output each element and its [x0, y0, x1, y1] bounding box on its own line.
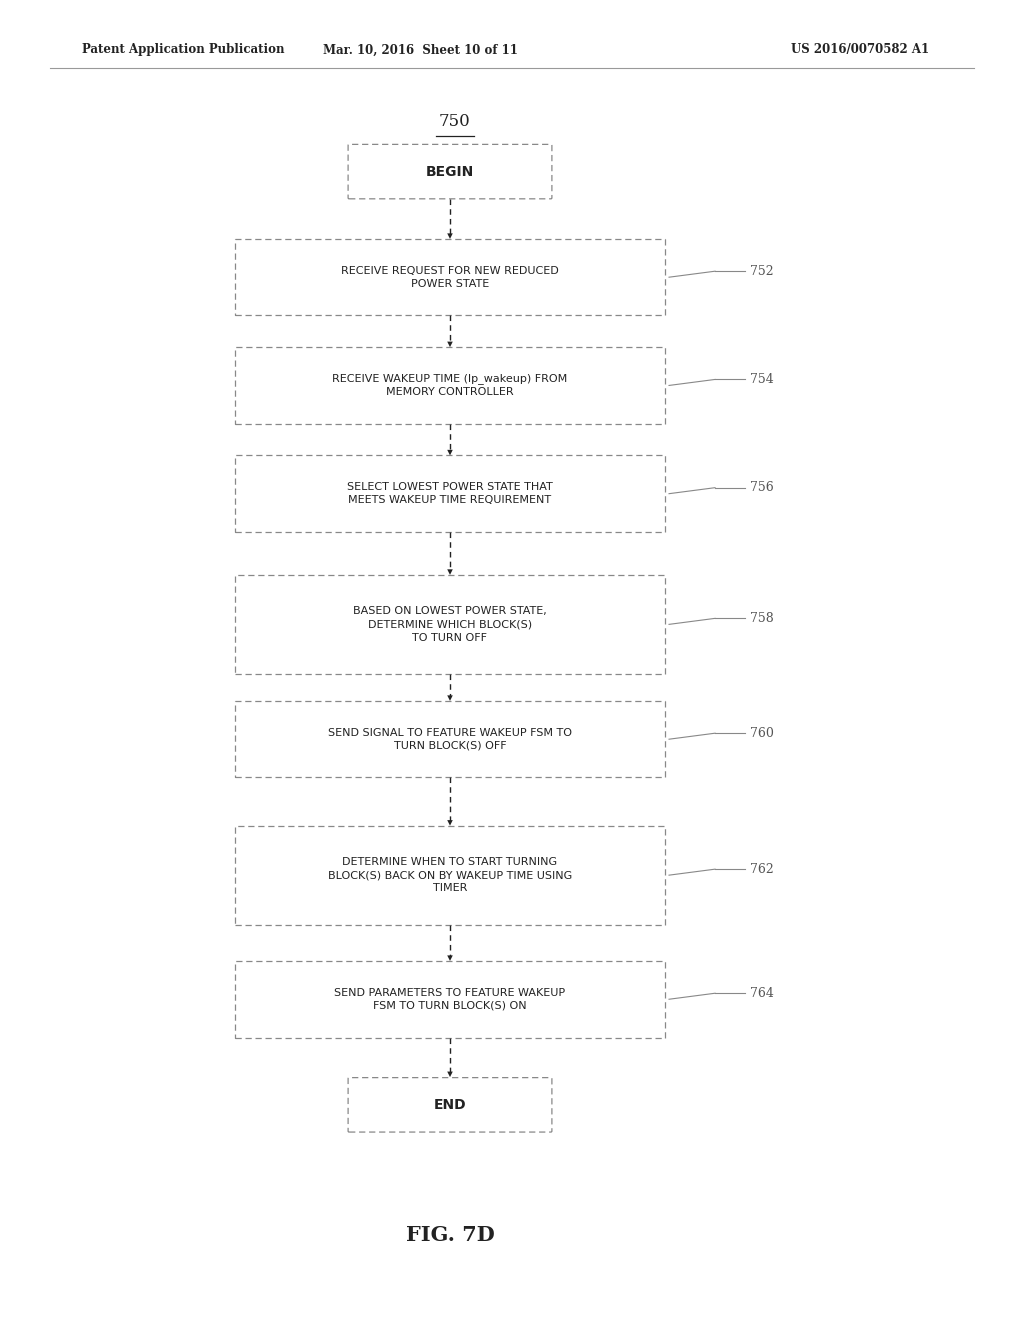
- Text: SELECT LOWEST POWER STATE THAT
MEETS WAKEUP TIME REQUIREMENT: SELECT LOWEST POWER STATE THAT MEETS WAK…: [347, 482, 553, 506]
- Text: RECEIVE REQUEST FOR NEW REDUCED
POWER STATE: RECEIVE REQUEST FOR NEW REDUCED POWER ST…: [341, 265, 559, 289]
- Text: 762: 762: [750, 863, 774, 875]
- Text: FIG. 7D: FIG. 7D: [406, 1225, 495, 1245]
- Text: SEND PARAMETERS TO FEATURE WAKEUP
FSM TO TURN BLOCK(S) ON: SEND PARAMETERS TO FEATURE WAKEUP FSM TO…: [335, 987, 565, 1011]
- Bar: [234, 347, 665, 424]
- Text: SEND SIGNAL TO FEATURE WAKEUP FSM TO
TURN BLOCK(S) OFF: SEND SIGNAL TO FEATURE WAKEUP FSM TO TUR…: [328, 727, 572, 751]
- Text: 750: 750: [439, 114, 471, 131]
- Bar: [234, 455, 665, 532]
- Text: Patent Application Publication: Patent Application Publication: [82, 44, 285, 57]
- Text: Mar. 10, 2016  Sheet 10 of 11: Mar. 10, 2016 Sheet 10 of 11: [323, 44, 517, 57]
- Text: US 2016/0070582 A1: US 2016/0070582 A1: [791, 44, 929, 57]
- Text: DETERMINE WHEN TO START TURNING
BLOCK(S) BACK ON BY WAKEUP TIME USING
TIMER: DETERMINE WHEN TO START TURNING BLOCK(S)…: [328, 857, 572, 894]
- Bar: [234, 576, 665, 673]
- Text: 764: 764: [750, 987, 774, 999]
- Text: 754: 754: [750, 374, 774, 385]
- Bar: [234, 701, 665, 777]
- Text: 758: 758: [750, 612, 774, 624]
- Text: END: END: [434, 1098, 466, 1111]
- Text: 752: 752: [750, 265, 774, 277]
- FancyBboxPatch shape: [348, 144, 552, 199]
- Text: BEGIN: BEGIN: [426, 165, 474, 178]
- Text: 756: 756: [750, 482, 774, 494]
- Text: RECEIVE WAKEUP TIME (lp_wakeup) FROM
MEMORY CONTROLLER: RECEIVE WAKEUP TIME (lp_wakeup) FROM MEM…: [333, 374, 567, 397]
- Bar: [234, 826, 665, 924]
- FancyBboxPatch shape: [348, 1077, 552, 1133]
- Text: BASED ON LOWEST POWER STATE,
DETERMINE WHICH BLOCK(S)
TO TURN OFF: BASED ON LOWEST POWER STATE, DETERMINE W…: [353, 606, 547, 643]
- Bar: [234, 961, 665, 1038]
- Bar: [234, 239, 665, 315]
- Text: 760: 760: [750, 727, 774, 739]
